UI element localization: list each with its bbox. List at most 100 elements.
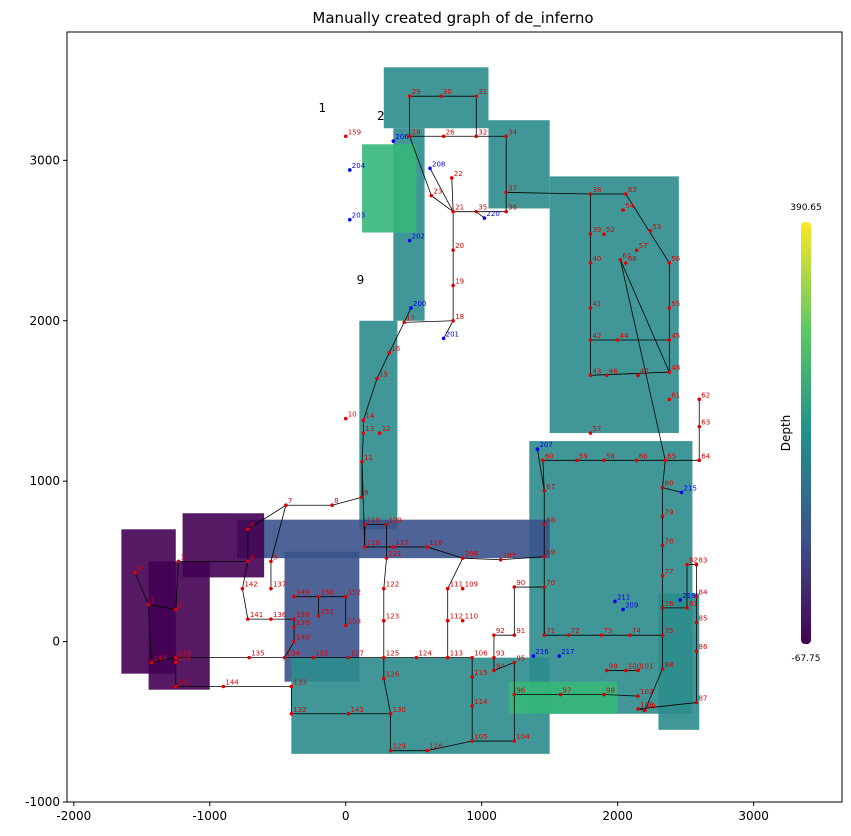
graph-node	[381, 586, 386, 591]
node-label: 0	[137, 565, 141, 573]
node-label: 146	[178, 654, 192, 662]
node-label: 211	[617, 593, 630, 601]
node-label: 41	[592, 300, 601, 308]
node-label: 142	[244, 581, 257, 589]
node-label: 200	[413, 300, 426, 308]
graph-node	[512, 633, 517, 637]
graph-node	[604, 373, 609, 378]
node-label: 141	[250, 611, 263, 619]
graph-node	[613, 599, 617, 604]
node-label: 21	[455, 204, 464, 212]
graph-node	[663, 458, 668, 463]
graph-node	[407, 94, 412, 98]
node-label: 58	[606, 452, 615, 460]
node-label: 70	[546, 579, 555, 587]
node-label: 108	[465, 550, 478, 558]
graph-node	[531, 654, 536, 658]
graph-node	[512, 585, 517, 589]
node-label: 128	[429, 743, 442, 751]
graph-node	[460, 618, 465, 623]
graph-node	[360, 460, 364, 464]
graph-node	[621, 208, 625, 212]
graph-node	[566, 633, 571, 637]
node-label: 52	[606, 226, 615, 234]
node-label: 81	[689, 600, 698, 608]
graph-node	[498, 557, 503, 562]
graph-node	[542, 633, 547, 637]
graph-node	[407, 134, 412, 139]
node-label: 220	[486, 210, 499, 218]
graph-node	[470, 703, 474, 708]
graph-node	[133, 570, 137, 575]
node-label: 17	[406, 314, 415, 322]
node-label: 14	[365, 412, 374, 420]
graph-node	[492, 655, 496, 660]
node-label: 112	[450, 613, 463, 621]
graph-node	[504, 209, 508, 214]
graph-node	[384, 556, 389, 560]
node-label: 216	[535, 648, 549, 656]
graph-node	[667, 397, 672, 402]
graph-node	[292, 617, 296, 621]
graph-node	[289, 711, 294, 716]
graph-node	[636, 668, 640, 673]
node-label: 123	[386, 613, 399, 621]
node-label: 122	[386, 581, 399, 589]
node-label: 10	[348, 411, 357, 419]
graph-node	[628, 633, 632, 637]
node-label: 90	[516, 579, 525, 587]
graph-node	[470, 739, 474, 743]
y-tick-label: 0	[52, 635, 60, 649]
graph-node	[330, 503, 334, 508]
graph-node	[470, 675, 474, 679]
node-label: 116	[429, 539, 443, 547]
graph-node	[451, 248, 455, 252]
node-label: 31	[478, 88, 487, 96]
graph-node	[316, 594, 321, 599]
map-region	[549, 176, 679, 434]
graph-node	[311, 655, 315, 660]
graph-node	[541, 458, 545, 463]
node-label: 63	[628, 186, 637, 194]
node-label: 11	[364, 454, 373, 462]
node-label: 30	[443, 88, 452, 96]
graph-node	[346, 711, 351, 716]
colorbar-title: Depth	[779, 415, 793, 452]
graph-edge	[493, 662, 515, 671]
graph-node	[535, 447, 540, 451]
graph-edge	[242, 561, 249, 589]
graph-node	[409, 306, 413, 310]
y-tick-label: 1000	[29, 474, 60, 488]
node-label: 40	[592, 255, 601, 263]
plot-frame	[66, 31, 843, 803]
node-label: 138	[296, 611, 309, 619]
node-label: 107	[503, 552, 516, 560]
graph-node	[439, 94, 443, 98]
node-label: 82	[689, 557, 698, 565]
node-label: 145	[178, 650, 191, 658]
colorbar-gradient	[801, 222, 811, 644]
node-label: 139	[296, 619, 309, 627]
graph-edge	[500, 556, 545, 561]
node-label: 63	[701, 419, 710, 427]
colorbar: 390.65 -67.75 Depth	[779, 203, 822, 664]
graph-node	[588, 431, 593, 435]
x-tick-label: 1000	[466, 809, 497, 823]
node-label: 79	[665, 508, 674, 516]
graph-node	[504, 134, 508, 139]
graph-node	[697, 424, 702, 429]
graph-edge	[409, 136, 432, 196]
node-label: 74	[632, 627, 641, 635]
graph-node	[542, 585, 547, 589]
graph-edge	[625, 193, 670, 264]
graph-node	[449, 176, 454, 180]
node-label: 121	[389, 550, 402, 558]
node-label: 151	[321, 608, 334, 616]
graph-edge	[148, 604, 152, 663]
x-tick-label: 0	[342, 809, 350, 823]
graph-node	[343, 594, 348, 599]
node-label: 35	[478, 204, 487, 212]
graph-node	[615, 338, 620, 342]
graph-node	[678, 598, 683, 602]
